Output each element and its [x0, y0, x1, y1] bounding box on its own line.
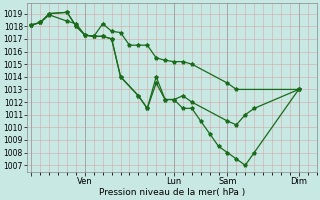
X-axis label: Pression niveau de la mer( hPa ): Pression niveau de la mer( hPa ) [99, 188, 245, 197]
